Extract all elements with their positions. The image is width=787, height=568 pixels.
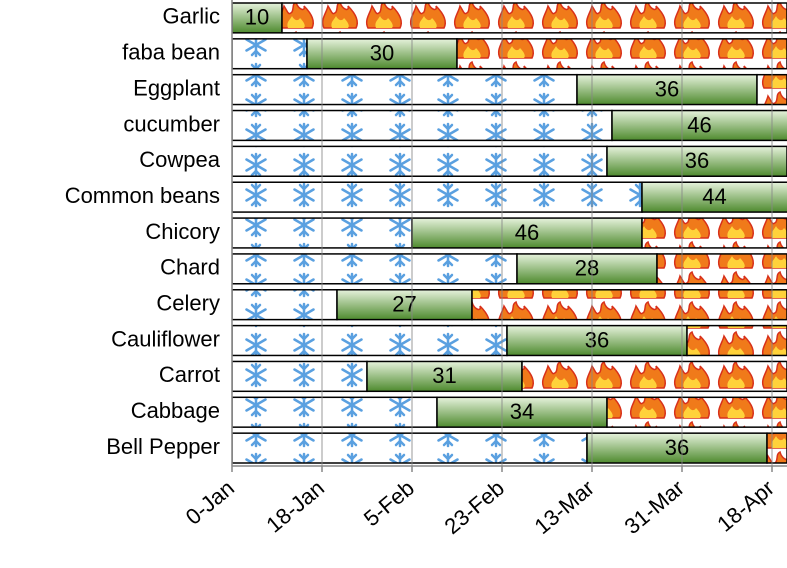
bar-segment xyxy=(611,109,787,142)
x-tick-label: 0-Jan xyxy=(181,475,239,530)
x-tick-label: 23-Feb xyxy=(439,475,508,539)
bar-segment xyxy=(471,289,787,321)
category-label: Eggplant xyxy=(133,75,220,100)
category-label: Common beans xyxy=(65,183,220,208)
bar-segment xyxy=(232,253,518,285)
category-label: cucumber xyxy=(123,111,220,136)
bar-segment xyxy=(281,2,787,34)
grid xyxy=(231,0,773,466)
bar-segment xyxy=(606,145,787,177)
data-label: 27 xyxy=(392,292,416,317)
bar-segment xyxy=(641,217,787,249)
bar-segment xyxy=(606,396,787,428)
bar-segment xyxy=(232,145,608,177)
category-label: Celery xyxy=(156,291,220,316)
category-label: Cauliflower xyxy=(111,326,220,351)
data-label: 46 xyxy=(515,220,539,245)
bar-segment xyxy=(521,360,787,393)
data-label: 36 xyxy=(665,435,689,460)
data-label: 46 xyxy=(687,112,711,137)
data-label: 36 xyxy=(585,327,609,352)
category-label: Cabbage xyxy=(131,398,220,423)
data-label: 36 xyxy=(685,148,709,173)
data-label: 31 xyxy=(432,363,456,388)
x-tick-label: 13-Mar xyxy=(529,475,598,539)
x-tick-label: 31-Mar xyxy=(619,475,688,539)
bar-segment xyxy=(766,432,787,464)
bars: 10 30 36 46 36 44 46 28 27 36 31 34 36 xyxy=(232,2,787,464)
data-label: 36 xyxy=(655,76,679,101)
category-label: Bell Pepper xyxy=(106,434,220,459)
x-tick-label: 18-Apr xyxy=(712,475,779,537)
category-label: Chicory xyxy=(145,219,220,244)
category-label: Carrot xyxy=(159,362,220,387)
category-label: faba bean xyxy=(122,40,220,65)
data-label: 34 xyxy=(510,399,534,424)
bar-segment xyxy=(436,396,608,428)
bar-segment xyxy=(411,217,643,249)
bar-segment xyxy=(306,38,458,70)
bar-segment xyxy=(232,360,368,393)
bar-segment xyxy=(506,324,688,357)
x-tick-label: 5-Feb xyxy=(359,475,419,531)
bar-segment xyxy=(232,396,438,428)
bar-segment xyxy=(456,38,787,70)
bar-segment xyxy=(516,253,658,285)
category-label: Chard xyxy=(160,255,220,280)
bar-segment xyxy=(586,432,768,464)
data-label: 28 xyxy=(575,256,599,281)
bar-segment xyxy=(232,73,578,106)
bar-segment xyxy=(641,181,787,213)
data-label: 44 xyxy=(702,184,726,209)
data-label: 30 xyxy=(370,41,394,66)
bar-segment xyxy=(232,432,588,464)
x-tick-label: 18-Jan xyxy=(261,475,329,537)
bar-segment xyxy=(232,181,643,213)
bar-segment xyxy=(232,109,613,142)
bar-segment xyxy=(232,38,308,70)
bar-segment xyxy=(656,253,787,285)
bar-segment xyxy=(686,324,787,357)
bar-segment xyxy=(576,73,758,106)
bar-segment xyxy=(232,324,508,357)
data-label: 10 xyxy=(245,5,269,30)
bar-segment xyxy=(232,289,338,321)
category-label: Garlic xyxy=(163,4,220,29)
category-label: Cowpea xyxy=(139,147,220,172)
